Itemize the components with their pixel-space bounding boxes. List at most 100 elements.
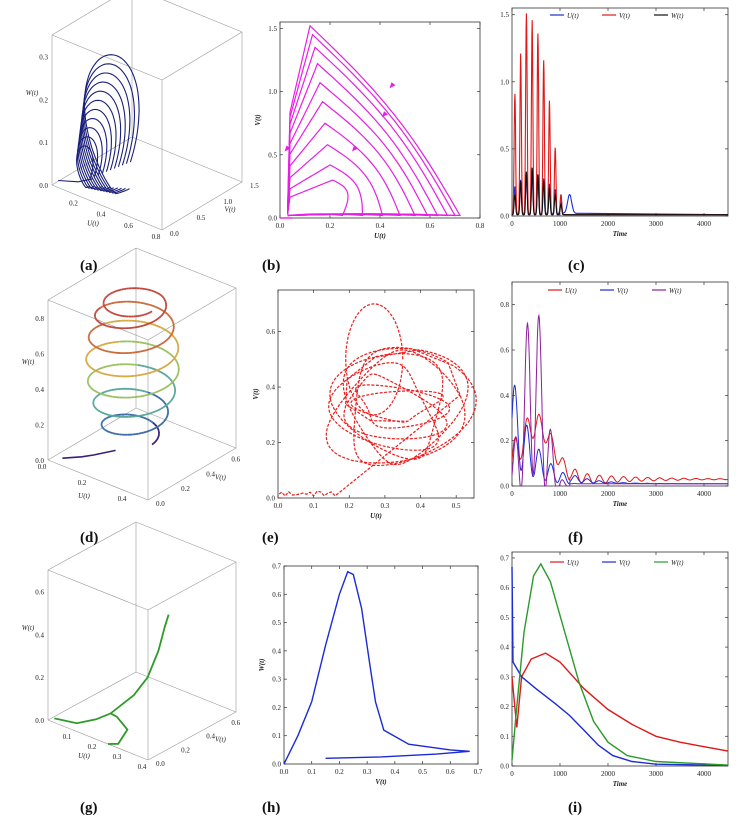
trajectory-segment xyxy=(154,424,155,425)
x-tick-label: 0.5 xyxy=(418,768,427,776)
y-tick-label: 0.2 xyxy=(500,703,509,711)
x-tick-label: 0.2 xyxy=(88,743,97,751)
z-tick-label: 0.3 xyxy=(39,53,48,61)
trajectory-segment xyxy=(139,342,143,343)
x-tick-label: 1000 xyxy=(553,770,568,778)
chart-i: 0 1000 2000 3000 40000.00.10.20.30.40.50.60.… xyxy=(500,552,728,788)
trajectory-segment xyxy=(109,415,112,416)
trajectory-segment xyxy=(98,410,100,411)
plot-frame xyxy=(284,566,478,764)
trajectory-segment xyxy=(111,312,113,313)
trajectory-segment xyxy=(160,389,163,390)
trajectory-segment xyxy=(104,391,106,392)
trajectory-segment xyxy=(106,297,107,298)
legend-label: U(t) xyxy=(565,287,577,295)
box-edge xyxy=(132,137,242,182)
chart-d: 0.00.20.40.00.20.40.60.00.20.40.60.8U(t)… xyxy=(22,248,241,508)
trajectory-segment xyxy=(110,432,112,433)
phase-trajectory xyxy=(278,347,476,498)
trajectory-segment xyxy=(159,368,162,369)
trajectory-segment xyxy=(143,303,146,304)
trajectory-segment xyxy=(92,388,94,389)
trajectory-segment xyxy=(92,368,94,369)
z-tick-label: 0.0 xyxy=(39,182,48,190)
trajectory-segment xyxy=(138,433,141,434)
trajectory-segment xyxy=(160,316,162,317)
trajectory-segment xyxy=(95,408,96,409)
x-tick-label: 2000 xyxy=(601,490,616,498)
trajectory-segment xyxy=(87,364,88,366)
trajectory-segment xyxy=(149,290,151,291)
y-tick-label: 0.0 xyxy=(266,495,275,503)
y-tick-label: 0.1 xyxy=(500,733,509,741)
trajectory-segment xyxy=(98,372,101,373)
trajectory-segment xyxy=(141,366,145,367)
trajectory-segment xyxy=(171,355,173,357)
trajectory-segment xyxy=(99,325,102,326)
trajectory-segment xyxy=(104,306,105,307)
x-axis-label: U(t) xyxy=(78,752,90,760)
trajectory-segment xyxy=(148,419,150,420)
trajectory-segment xyxy=(108,310,109,311)
plot-frame xyxy=(512,282,728,486)
trajectory-segment xyxy=(158,326,161,327)
trajectory-segment xyxy=(88,384,89,386)
x-axis-label: U(t) xyxy=(370,512,382,520)
x-tick-label: 0.6 xyxy=(426,222,435,230)
trajectory-segment xyxy=(95,327,97,328)
y-tick-label: 0.0 xyxy=(500,213,509,221)
trajectory-segment xyxy=(103,420,104,421)
trajectory-segment xyxy=(155,410,158,411)
trajectory-segment xyxy=(162,422,164,424)
trajectory-segment xyxy=(117,290,119,291)
trajectory-hook xyxy=(108,713,127,744)
x-tick-label: 0.4 xyxy=(390,768,399,776)
y-tick-label: 0.0 xyxy=(156,500,165,508)
trajectory-segment xyxy=(156,292,158,293)
trajectory-segment xyxy=(109,365,112,366)
trajectory-segment xyxy=(152,371,155,372)
trajectory-segment xyxy=(112,342,116,343)
trajectory-segment xyxy=(142,417,144,418)
x-tick-label: 0.4 xyxy=(416,502,425,510)
legend-label: W(t) xyxy=(671,559,684,567)
trajectory-segment xyxy=(94,369,96,370)
panel-label-e: (e) xyxy=(262,530,279,547)
z-tick-label: 0.2 xyxy=(35,421,44,429)
trajectory-segment xyxy=(103,428,104,429)
phase-curve xyxy=(284,572,470,764)
trajectory-segment xyxy=(158,409,161,410)
x-tick-label: 0.3 xyxy=(113,753,122,761)
x-tick-label: 0.8 xyxy=(476,222,485,230)
trajectory-segment xyxy=(87,362,88,364)
y-axis-label: V(t) xyxy=(252,388,260,399)
trajectory-segment xyxy=(109,303,112,304)
x-tick-label: 0.7 xyxy=(474,768,483,776)
trajectory-segment xyxy=(156,425,157,426)
trajectory-segment xyxy=(162,400,164,402)
trajectory-segment xyxy=(105,298,106,299)
trajectory-segment xyxy=(91,350,93,351)
x-tick-label: 4000 xyxy=(697,490,712,498)
trajectory-segment xyxy=(154,320,156,321)
trajectory-segment xyxy=(161,342,163,344)
trajectory-segment xyxy=(102,426,103,427)
trajectory-segment xyxy=(170,400,172,402)
trajectory-segment xyxy=(109,311,110,312)
trajectory-segment xyxy=(145,373,149,374)
y-tick-label: 0.4 xyxy=(266,384,275,392)
trajectory-segment xyxy=(165,365,168,367)
trajectory-segment xyxy=(163,313,164,315)
trajectory-segment xyxy=(164,402,165,404)
box-edge xyxy=(148,562,236,610)
y-tick-label: 0.2 xyxy=(500,437,509,445)
trajectory-segment xyxy=(149,372,153,373)
panel-label-i: (i) xyxy=(568,800,582,817)
trajectory-segment xyxy=(166,313,168,315)
trajectory-segment xyxy=(104,325,106,326)
trajectory-segment xyxy=(175,338,176,340)
trajectory-segment xyxy=(152,429,154,430)
x-tick-label: 0.0 xyxy=(280,768,289,776)
trajectory-segment xyxy=(146,324,149,325)
y-tick-label: 0.4 xyxy=(500,644,509,652)
